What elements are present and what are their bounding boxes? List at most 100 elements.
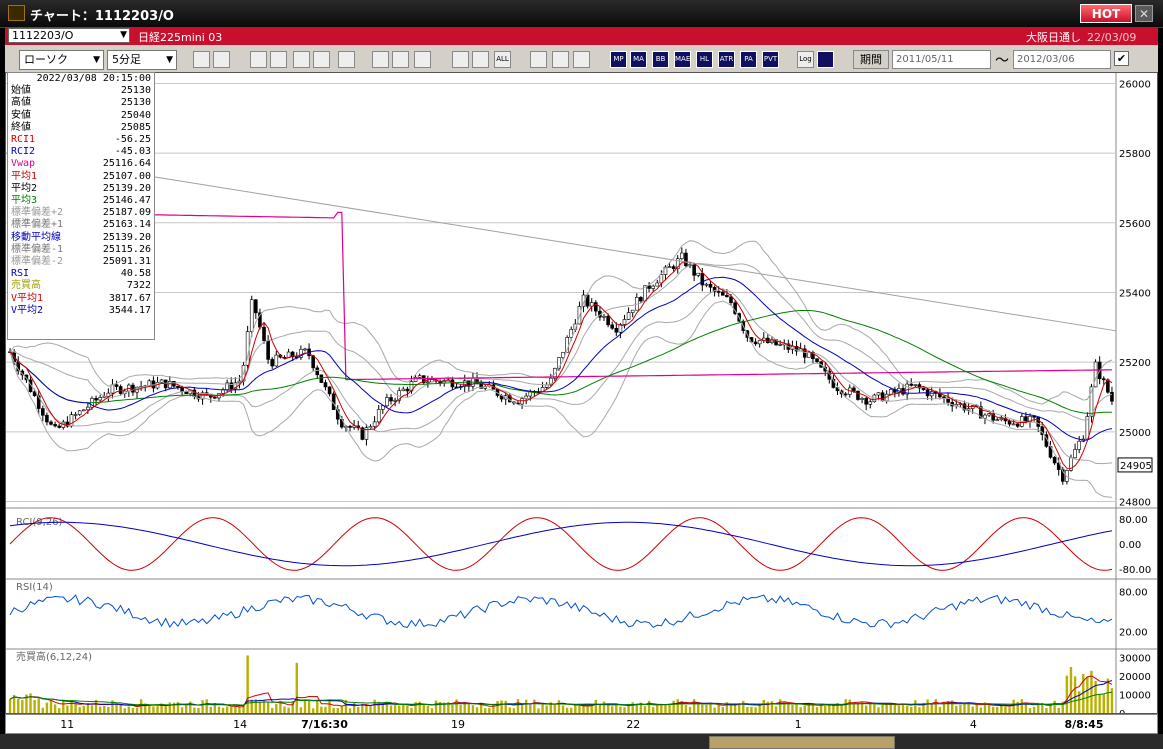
para-icon[interactable]: PA RA [740, 51, 757, 68]
info-row: 売買高 7322 [11, 280, 151, 292]
candle-body [1052, 457, 1057, 464]
price-tick-label: 25000 [1119, 428, 1151, 439]
volume-bar [410, 707, 413, 713]
volume-bar [434, 700, 438, 713]
volume-bar [12, 694, 16, 713]
price-tick-label: 25400 [1119, 288, 1151, 299]
cross-icon[interactable] [250, 51, 267, 68]
bar-icon[interactable] [293, 51, 310, 68]
volume-bar [750, 706, 753, 713]
volume-bar [492, 704, 495, 713]
info-label: 終値 [11, 121, 31, 133]
x-tick-label: 7/16:30 [301, 718, 348, 731]
list-icon[interactable] [213, 51, 230, 68]
info-row: RSI 40.58 [11, 268, 151, 280]
log-icon[interactable]: Log [797, 51, 814, 68]
volume-bar [443, 702, 446, 713]
ma-icon[interactable]: MA [630, 51, 647, 68]
all-icon[interactable]: ALL [494, 51, 511, 68]
volume-bar [852, 703, 856, 713]
start-date-field[interactable]: 2011/05/11 [892, 50, 991, 69]
window-titlebar[interactable] [0, 0, 1163, 28]
mae-icon[interactable]: MAE [674, 51, 691, 68]
candle-body [1073, 449, 1077, 459]
alert-icon[interactable] [338, 51, 355, 68]
zoom-icon[interactable] [193, 51, 210, 68]
rsi-tick-label: 80.00 [1119, 587, 1148, 598]
wrench-icon[interactable] [552, 51, 569, 68]
candle-body [372, 421, 377, 427]
volume-bar [373, 699, 376, 713]
range-checkbox[interactable]: ✔ [1114, 51, 1129, 66]
settings-icon[interactable] [530, 51, 547, 68]
volume-bar [811, 702, 815, 713]
chart-area[interactable]: 26000 25800 25600 25400 25200 25000 24800 24905… [5, 72, 1158, 714]
chevron-down-icon[interactable]: ▼ [93, 55, 100, 65]
volume-bar [496, 701, 499, 713]
undo-icon[interactable] [414, 51, 431, 68]
mp-icon[interactable]: MP [610, 51, 627, 68]
atr-icon[interactable]: ATR [718, 51, 735, 68]
volume-bar [475, 707, 479, 713]
pvt-icon[interactable]: PVT [762, 51, 779, 68]
candle-body [671, 266, 676, 270]
chevron-down-icon[interactable]: ▼ [120, 30, 127, 40]
hot-button[interactable]: HOT [1080, 4, 1132, 23]
line-draw-icon[interactable] [372, 51, 389, 68]
volume-bar [692, 699, 696, 713]
volume-bar [594, 699, 598, 713]
candle-body [94, 398, 98, 401]
hl-icon[interactable]: HL [696, 51, 713, 68]
bb-icon[interactable]: BB [652, 51, 669, 68]
candle-body [221, 389, 225, 394]
volume-bar [963, 703, 966, 713]
info-label: 売買高 [11, 280, 41, 292]
volume-bar [303, 699, 307, 713]
candle-body [995, 419, 1000, 422]
candle-body [868, 401, 873, 405]
volume-bar [381, 704, 385, 713]
volume-bar [930, 704, 933, 713]
pointer-icon[interactable] [392, 51, 409, 68]
candle-body [1032, 415, 1036, 418]
volume-bar [742, 700, 745, 713]
shift-right-icon[interactable] [472, 51, 489, 68]
volume-bar [942, 701, 946, 713]
end-date-field[interactable]: 2012/03/06 [1013, 50, 1111, 69]
chevron-down-icon[interactable]: ▼ [166, 55, 173, 65]
volume-bar [602, 701, 606, 713]
chart-type-select[interactable]: ローソク ▼ [19, 50, 104, 70]
candle-body [626, 312, 631, 320]
interval-select[interactable]: 5分足 ▼ [107, 50, 177, 70]
volume-bar [844, 699, 847, 713]
scrollbar-track[interactable] [0, 734, 1163, 749]
candle-body [405, 388, 410, 392]
search-icon[interactable] [270, 51, 287, 68]
info-row: 標準偏差+2 25187.09 [11, 207, 151, 219]
volume-bar [787, 703, 790, 713]
volume-bar [49, 700, 53, 713]
period-button[interactable]: 期間 [853, 50, 889, 69]
candle-body [450, 379, 455, 388]
volume-bar [1028, 708, 1032, 713]
palette-icon[interactable] [573, 51, 590, 68]
close-icon[interactable]: ✕ [1135, 5, 1153, 22]
volume-bar [86, 703, 90, 713]
candle-body [1065, 470, 1069, 482]
info-row: 始値 25130 [11, 85, 151, 97]
volume-bar [824, 705, 827, 713]
volume-bar [1004, 706, 1007, 713]
candle-body [327, 386, 332, 395]
symbol-select[interactable]: 1112203/O ▼ [8, 28, 130, 43]
volume-bar [369, 706, 372, 713]
volume-bar [778, 699, 782, 713]
scrollbar-thumb[interactable] [709, 736, 895, 749]
candle-body [962, 403, 967, 411]
volume-bar [352, 702, 356, 713]
window-icon[interactable] [817, 51, 834, 68]
volume-bar [860, 701, 864, 713]
shift-left-icon[interactable] [452, 51, 469, 68]
redgreen-icon[interactable] [313, 51, 330, 68]
chart-canvas[interactable]: 26000 25800 25600 25400 25200 25000 24800 24905… [6, 73, 1158, 714]
volume-bar [516, 699, 520, 713]
